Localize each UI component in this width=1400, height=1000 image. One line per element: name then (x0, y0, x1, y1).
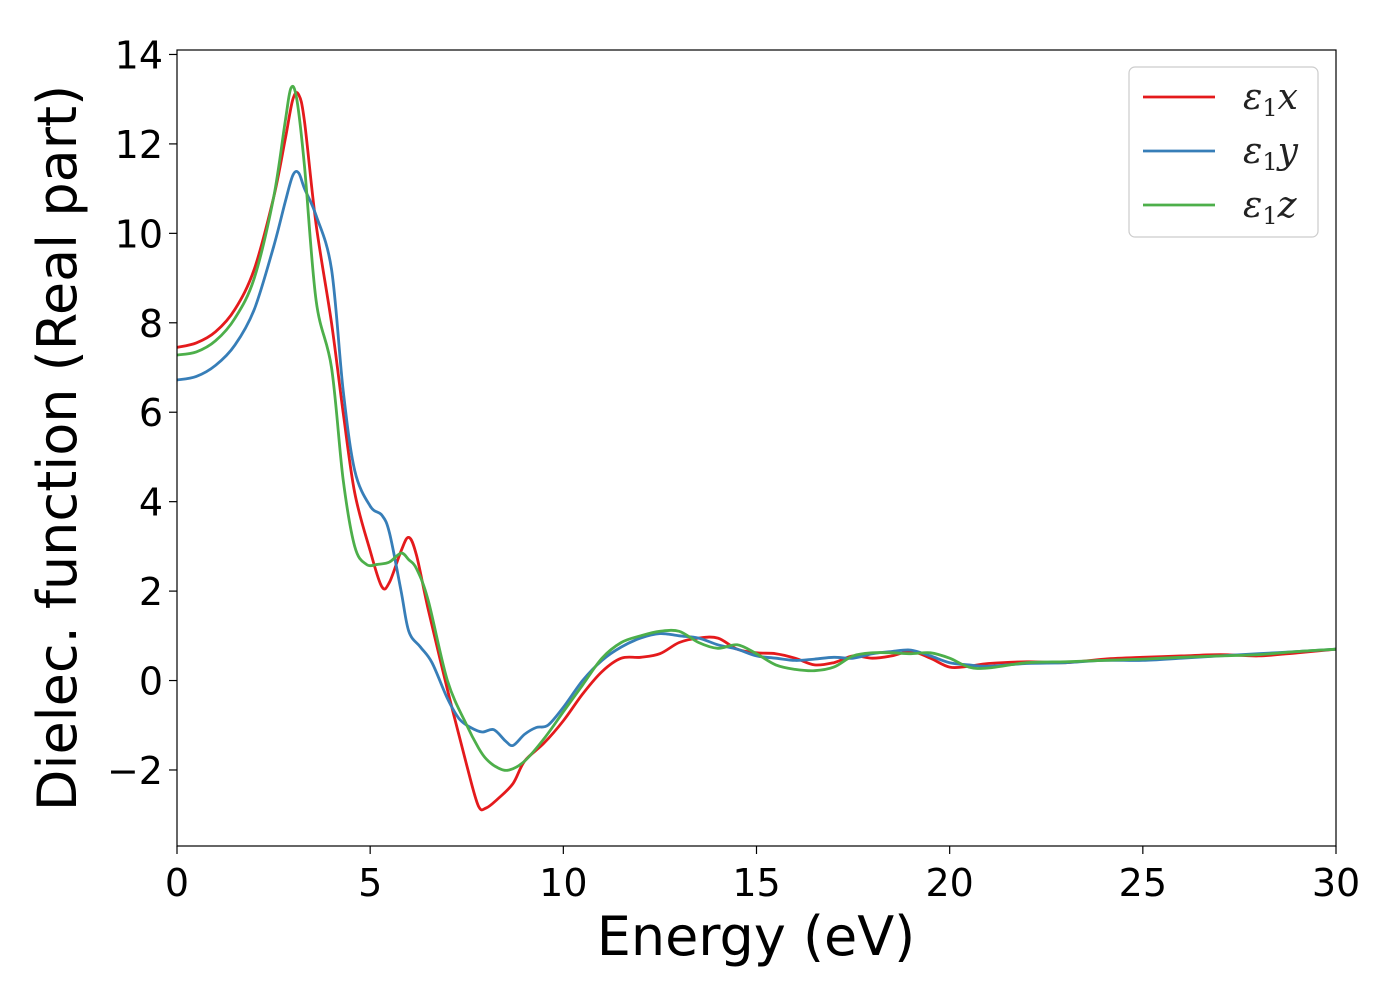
x-axis-title: Energy (eV) (597, 905, 916, 968)
x-tick-label: 20 (925, 861, 973, 905)
x-axis: 0 5 10 15 20 25 30 (165, 846, 1360, 905)
x-tick-label: 25 (1119, 861, 1167, 905)
y-tick-label: 14 (115, 33, 163, 77)
x-tick-label: 0 (165, 861, 189, 905)
y-tick-label: −2 (107, 749, 163, 793)
y-tick-label: 6 (139, 391, 163, 435)
y-tick-label: 0 (139, 660, 163, 704)
y-axis-title: Dielec. function (Real part) (26, 85, 89, 811)
y-tick-label: 10 (115, 212, 163, 256)
x-tick-label: 30 (1312, 861, 1360, 905)
y-tick-label: 4 (139, 481, 163, 525)
series-line-z (177, 84, 1336, 772)
y-tick-label: 8 (139, 302, 163, 346)
x-tick-label: 5 (358, 861, 382, 905)
legend-label-z: ε1z (1243, 185, 1298, 230)
legend-frame (1128, 66, 1319, 238)
x-tick-label: 15 (732, 861, 780, 905)
series-layer (177, 84, 1336, 812)
y-tick-label: 2 (139, 570, 163, 614)
legend-label-y: ε1y (1243, 131, 1299, 176)
y-axis: −2 0 2 4 6 8 10 12 14 (107, 33, 177, 793)
legend-label-x: ε1x (1243, 77, 1298, 122)
legend: ε1x ε1y ε1z (1128, 66, 1319, 238)
x-tick-label: 10 (539, 861, 587, 905)
y-tick-label: 12 (115, 123, 163, 167)
